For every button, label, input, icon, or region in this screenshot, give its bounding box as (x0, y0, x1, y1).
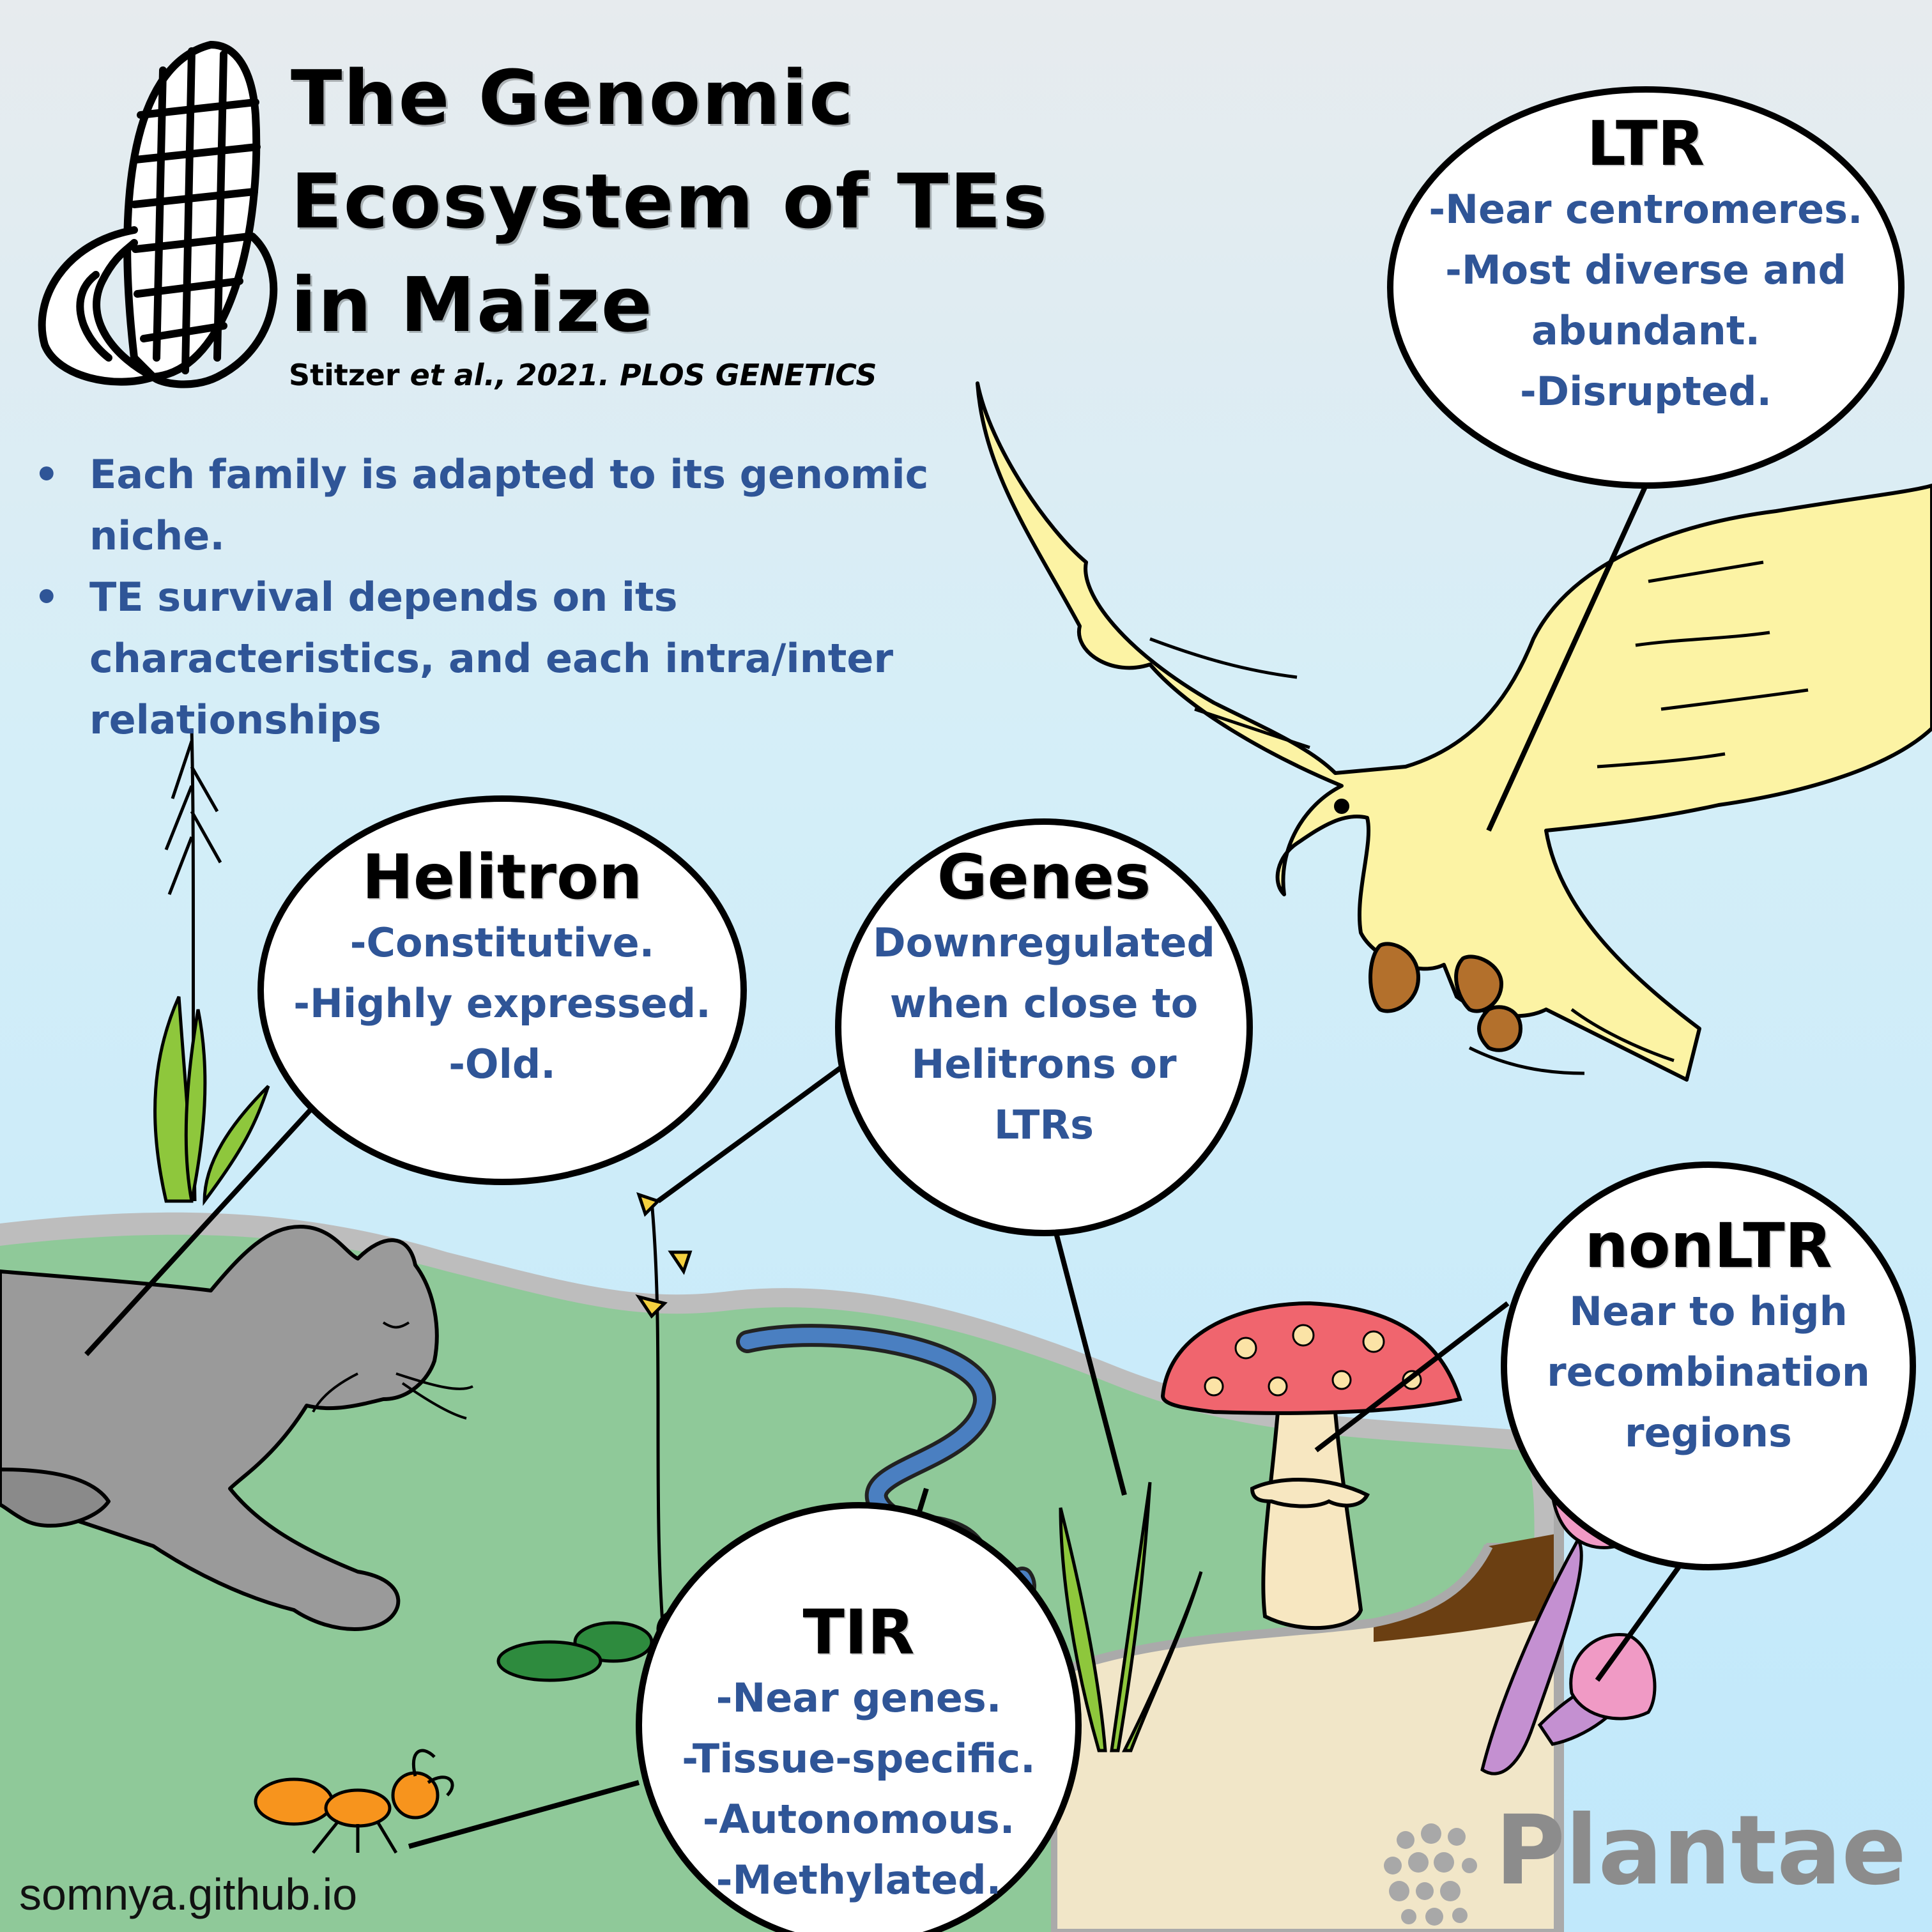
genes-bubble-shape (835, 818, 1253, 1236)
bullet-list: Each family is adapted to its genomic ni… (29, 444, 987, 751)
bullet-item: Each family is adapted to its genomic ni… (29, 444, 987, 567)
nonltr-line: Near to high (1569, 1288, 1848, 1335)
tir-line: -Autonomous. (702, 1796, 1015, 1843)
eagle-illustration (976, 381, 1932, 1082)
tir-bubble-shape (636, 1502, 1082, 1932)
tir-line: -Tissue-specific. (682, 1735, 1036, 1782)
helitron-line: -Highly expressed. (293, 980, 711, 1027)
ltr-line: -Near centromeres. (1429, 186, 1863, 233)
title-line-1: The Genomic (291, 54, 855, 142)
helitron-bubble-shape (257, 795, 747, 1185)
tir-title: TIR (802, 1597, 915, 1668)
ant-illustration (254, 1749, 454, 1854)
plantae-logo-text: Plantae (1495, 1795, 1907, 1906)
plantae-logo: Plantae (1367, 1795, 1917, 1923)
website-url: somnya.github.io (19, 1869, 358, 1919)
helitron-line: -Constitutive. (349, 919, 655, 966)
nonltr-line: regions (1625, 1409, 1792, 1456)
tir-line: -Near genes. (716, 1675, 1002, 1721)
helitron-bubble: Helitron -Constitutive. -Highly expresse… (261, 842, 744, 1094)
red-mushroom (1160, 1301, 1462, 1630)
genes-line: Helitrons or (911, 1041, 1177, 1087)
ltr-bubble: LTR -Near centromeres. -Most diverse and… (1390, 109, 1901, 422)
grass-plant (153, 728, 270, 1206)
citation-authors: Stitzer (289, 358, 400, 392)
plantae-logo-mark (1384, 1823, 1477, 1926)
ltr-line: abundant. (1531, 307, 1761, 354)
helitron-title: Helitron (362, 841, 643, 913)
ltr-bubble-shape (1387, 86, 1905, 489)
nonltr-bubble-shape (1501, 1162, 1916, 1570)
nonltr-bubble: nonLTR Near to high recombination region… (1504, 1211, 1913, 1463)
citation-rest: et al., 2021. PLOS GENETICS (410, 358, 877, 392)
corn-icon (38, 40, 278, 388)
genes-line: when close to (889, 980, 1199, 1027)
eagle-talons (1368, 942, 1522, 1052)
grass-blades (1059, 1482, 1203, 1752)
bullet-item: TE survival depends on its characteristi… (29, 567, 987, 751)
nonltr-title: nonLTR (1584, 1210, 1832, 1282)
genes-line: Downregulated (873, 919, 1215, 966)
tir-line: -Methylated. (716, 1857, 1002, 1903)
helitron-line: -Old. (448, 1041, 556, 1087)
ltr-title: LTR (1586, 108, 1705, 180)
title-line-2: Ecosystem of TEs (291, 157, 1049, 245)
ltr-line: -Most diverse and (1445, 247, 1846, 293)
title-line-3: in Maize (291, 261, 654, 349)
genes-line: LTRs (993, 1101, 1094, 1148)
genes-bubble: Genes Downregulated when close to Helitr… (838, 842, 1250, 1155)
ltr-line: -Disrupted. (1519, 368, 1772, 415)
nonltr-line: recombination (1547, 1349, 1870, 1395)
genes-title: Genes (937, 841, 1151, 913)
citation: Stitzer et al., 2021. PLOS GENETICS (289, 358, 877, 392)
bubble-shapes (257, 86, 1916, 1932)
tir-bubble: TIR -Near genes. -Tissue-specific. -Auto… (639, 1597, 1078, 1910)
